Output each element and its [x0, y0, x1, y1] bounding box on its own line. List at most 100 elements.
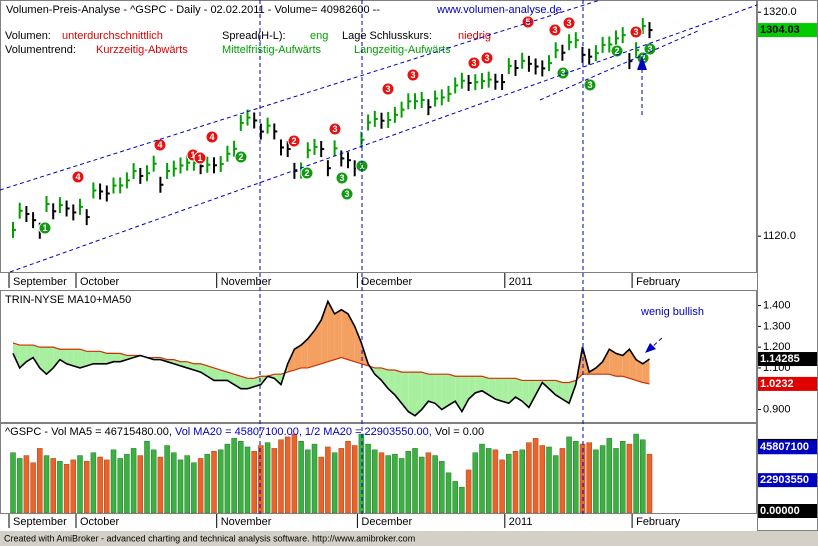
series-line: [12, 342, 650, 385]
signal-label: 3: [484, 53, 489, 63]
price-bar: [427, 99, 432, 116]
fill-band: [394, 370, 402, 404]
volume-bar: [57, 461, 63, 514]
signal-marker: [467, 56, 481, 70]
price-bar: [467, 74, 472, 91]
fill-band: [435, 374, 442, 410]
volume-bar: [378, 452, 385, 514]
header-text: unterdurchschnittlich: [62, 30, 163, 42]
price-bar: [393, 106, 398, 123]
signal-marker: [480, 51, 494, 65]
price-bar: [92, 182, 97, 199]
volume-bar: [110, 449, 117, 514]
header-text: Kurzzeitig-Abwärts: [96, 44, 188, 56]
price-bar: [628, 53, 633, 70]
price-bar: [152, 155, 157, 172]
signal-label: 4: [209, 132, 214, 142]
fill-band: [66, 349, 74, 366]
volume-bar: [231, 438, 237, 514]
price-bar: [280, 139, 284, 156]
price-bar: [574, 32, 579, 49]
price-bar: [132, 163, 137, 180]
panel-title: ^GSPC - Vol MA5 = 46715480.00, Vol MA20 …: [5, 426, 484, 438]
volume-bar: [117, 458, 123, 514]
volume-bar: [10, 452, 16, 514]
volume-bar: [191, 462, 197, 514]
fill-band: [227, 372, 235, 385]
price-bar: [588, 48, 593, 65]
fill-band: [46, 347, 54, 375]
series-line: [12, 299, 650, 417]
price-bar: [45, 196, 50, 213]
title-part: ^GSPC - Vol MA5 = 46715480.00,: [5, 426, 172, 438]
fill-band: [488, 378, 496, 400]
signal-label: 1: [359, 161, 364, 171]
price-bar: [447, 85, 452, 102]
annotation: wenig bullish: [640, 306, 704, 318]
volume-bar: [512, 451, 519, 514]
fill-band: [73, 349, 80, 368]
volume-bar: [150, 449, 157, 514]
price-bar: [313, 138, 318, 155]
volume-bar: [124, 453, 130, 514]
signal-label: 3: [410, 70, 415, 80]
fill-band: [448, 374, 456, 406]
y-tick-label: 1320.0: [763, 6, 797, 18]
y-tick-label: 1120.0: [763, 230, 796, 242]
title-part: Vol MA20 = 45807100.00,: [172, 426, 302, 438]
volume-bar: [278, 439, 284, 514]
volume-bar: [559, 448, 566, 514]
volume-bar: [479, 443, 485, 514]
fill-band: [461, 376, 469, 412]
price-bar: [554, 42, 559, 59]
price-bar: [434, 90, 439, 107]
signal-label: 3: [647, 44, 652, 54]
price-bar: [119, 177, 124, 194]
signal-label: 3: [471, 58, 476, 68]
volume-bar: [606, 438, 613, 514]
fill-band: [609, 349, 616, 377]
price-bar: [407, 93, 412, 110]
signal-label: 2: [614, 46, 619, 56]
y-tick-label: 1.400: [763, 299, 791, 311]
trin-frame: [0, 290, 757, 423]
fill-band: [240, 376, 248, 389]
volume-bar: [465, 469, 472, 514]
title-part: Vol = 0.00: [432, 426, 484, 438]
price-bar: [85, 209, 90, 226]
price-bar: [648, 22, 653, 39]
volume-bar: [566, 436, 572, 514]
fill-band: [502, 378, 509, 404]
price-bar: [460, 72, 465, 89]
price-bar: [474, 74, 479, 91]
price-bar: [273, 123, 278, 140]
volume-bar: [305, 449, 311, 514]
volume-bar: [418, 456, 425, 514]
fill-band: [562, 382, 570, 404]
volume-bar: [63, 463, 70, 514]
volume-bar: [532, 438, 539, 514]
volume-bar: [439, 461, 445, 514]
fill-band: [549, 380, 556, 395]
price-bar: [360, 131, 365, 148]
x-tick-label: 2011: [509, 276, 533, 288]
volume-bar: [204, 453, 211, 514]
price-bar: [286, 141, 291, 158]
price-bar: [159, 176, 164, 193]
signal-marker: [548, 23, 562, 37]
signal-label: 3: [633, 27, 638, 37]
signal-marker: [300, 166, 314, 180]
price-bar: [52, 203, 57, 220]
volume-bar: [264, 442, 271, 514]
price-bar: [481, 73, 485, 90]
channel-line: [539, 29, 701, 101]
signal-marker: [287, 134, 301, 148]
price-bar: [139, 167, 144, 184]
volume-bar: [184, 455, 190, 514]
fill-band: [415, 372, 422, 416]
signal-marker: [340, 187, 354, 201]
price-bar: [105, 185, 110, 202]
volume-bar: [258, 445, 264, 514]
fill-band: [381, 367, 389, 389]
volume-bar: [137, 455, 144, 514]
